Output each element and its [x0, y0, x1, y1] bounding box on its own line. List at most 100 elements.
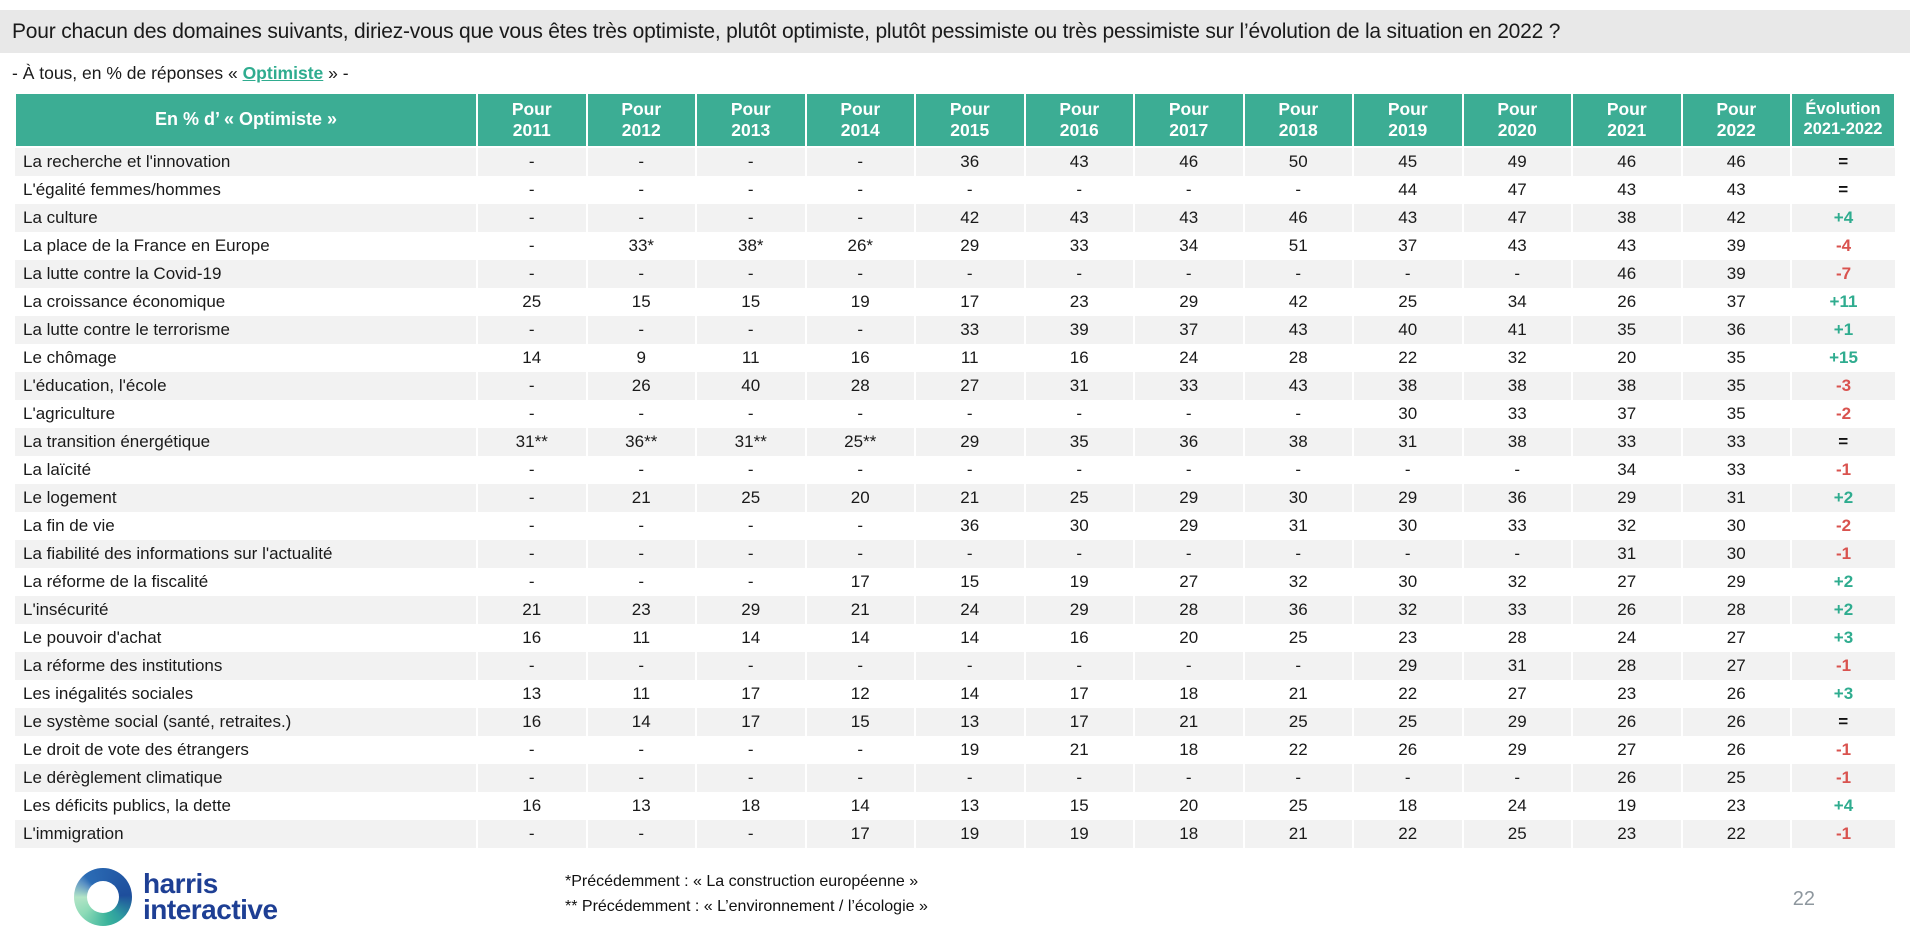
table-row: La lutte contre la Covid-19- - - - - - - - - -46 3… [15, 260, 1895, 288]
value-cell: 17 [804, 568, 915, 596]
value-cell: 25** [804, 428, 915, 456]
table-row: La laïcité - - - - - - - - - -34 33 -1 [15, 456, 1895, 484]
evolution-cell: -1 [1790, 652, 1895, 680]
value-cell: 42 [914, 204, 1025, 232]
value-cell: 25 [1242, 792, 1353, 820]
subtitle: - À tous, en % de réponses « Optimiste »… [12, 63, 349, 84]
value-cell: 25 [1023, 484, 1134, 512]
value-cell: 37 [1133, 316, 1244, 344]
value-cell: - [476, 568, 587, 596]
value-cell: - [1352, 260, 1463, 288]
value-cell: 15 [585, 288, 696, 316]
value-cell: 34 [1133, 232, 1244, 260]
row-label: Le dérèglement climatique [23, 768, 223, 787]
value-cell: - [695, 456, 806, 484]
value-cell: 20 [1133, 792, 1244, 820]
year-header: Pour 2015 [914, 92, 1026, 148]
value-cell: 23 [585, 596, 696, 624]
value-cell: 26 [1680, 736, 1791, 764]
value-cell: - [585, 147, 696, 176]
footnotes: *Précédemment : « La construction europé… [565, 870, 928, 920]
value-cell: 28 [1242, 344, 1353, 372]
table-body: La recherche et l'innovation - - - -36 43 46 50… [15, 147, 1895, 848]
evolution-header-line2: 2021-2022 [1803, 120, 1883, 138]
value-cell: 29 [1461, 736, 1572, 764]
value-cell: - [1133, 260, 1244, 288]
row-label: L'immigration [23, 824, 124, 843]
value-cell: 37 [1352, 232, 1463, 260]
value-cell: 30 [1023, 512, 1134, 540]
value-cell: 14 [914, 624, 1025, 652]
value-cell: - [1133, 400, 1244, 428]
row-label: La lutte contre la Covid-19 [23, 264, 222, 283]
value-cell: 32 [1571, 512, 1682, 540]
value-cell: 23 [1571, 820, 1682, 848]
value-cell: 35 [1680, 344, 1791, 372]
value-cell: 24 [1133, 344, 1244, 372]
value-cell: 28 [804, 372, 915, 400]
footer: harris interactive *Précédemment : « La … [0, 856, 1910, 938]
value-cell: - [804, 147, 915, 176]
value-cell: 16 [804, 344, 915, 372]
value-cell: 18 [1352, 792, 1463, 820]
row-label: Le chômage [23, 348, 117, 367]
table-row: La transition énergétique 31** 36** 31** 25*… [15, 428, 1895, 456]
value-cell: 17 [1023, 680, 1134, 708]
value-cell: 43 [1461, 232, 1572, 260]
value-cell: 50 [1242, 147, 1353, 176]
value-cell: - [695, 736, 806, 764]
row-label: La lutte contre le terrorisme [23, 320, 230, 339]
evolution-cell: = [1790, 147, 1895, 176]
value-cell: 47 [1461, 204, 1572, 232]
evolution-cell: +15 [1790, 344, 1895, 372]
logo-text-line1: harris [143, 868, 218, 900]
value-cell: 36 [1133, 428, 1244, 456]
value-cell: 23 [1571, 680, 1682, 708]
value-cell: 33 [1023, 232, 1134, 260]
evolution-cell: +2 [1790, 568, 1895, 596]
value-cell: 45 [1352, 147, 1463, 176]
value-cell: 25 [476, 288, 587, 316]
value-cell: - [585, 316, 696, 344]
row-label: La transition énergétique [23, 432, 211, 451]
value-cell: - [476, 652, 587, 680]
value-cell: - [585, 568, 696, 596]
value-cell: 25 [1242, 624, 1353, 652]
slide-title: Pour chacun des domaines suivants, dirie… [12, 19, 1561, 43]
value-cell: 43 [1242, 372, 1353, 400]
value-cell: 13 [585, 792, 696, 820]
row-label: La réforme des institutions [23, 656, 223, 675]
value-cell: - [695, 260, 806, 288]
value-cell: 38 [1352, 372, 1463, 400]
year-header: Pour 2013 [695, 92, 807, 148]
evolution-cell: -1 [1790, 736, 1895, 764]
value-cell: 39 [1680, 232, 1791, 260]
value-cell: 38 [1571, 372, 1682, 400]
value-cell: - [1242, 400, 1353, 428]
value-cell: 46 [1571, 147, 1682, 176]
value-cell: 31** [695, 428, 806, 456]
row-label: L'agriculture [23, 404, 116, 423]
value-cell: - [1023, 400, 1134, 428]
value-cell: 16 [1023, 344, 1134, 372]
value-cell: - [585, 400, 696, 428]
value-cell: 29 [914, 428, 1025, 456]
value-cell: 33 [914, 316, 1025, 344]
value-cell: 30 [1352, 400, 1463, 428]
value-cell: - [476, 512, 587, 540]
value-cell: 51 [1242, 232, 1353, 260]
value-cell: 36 [914, 147, 1025, 176]
value-cell: - [914, 400, 1025, 428]
year-header: Pour 2011 [476, 92, 588, 148]
evolution-cell: -3 [1790, 372, 1895, 400]
value-cell: - [1461, 764, 1572, 792]
value-cell: - [476, 736, 587, 764]
value-cell: 26* [804, 232, 915, 260]
value-cell: 35 [1680, 372, 1791, 400]
table-row: L'éducation, l'école -26 40 28 27 31 33 43 38 38 3… [15, 372, 1895, 400]
row-label: La place de la France en Europe [23, 236, 270, 255]
evolution-cell: -1 [1790, 820, 1895, 848]
value-cell: 46 [1680, 147, 1791, 176]
value-cell: 38 [1461, 372, 1572, 400]
value-cell: 14 [476, 344, 587, 372]
